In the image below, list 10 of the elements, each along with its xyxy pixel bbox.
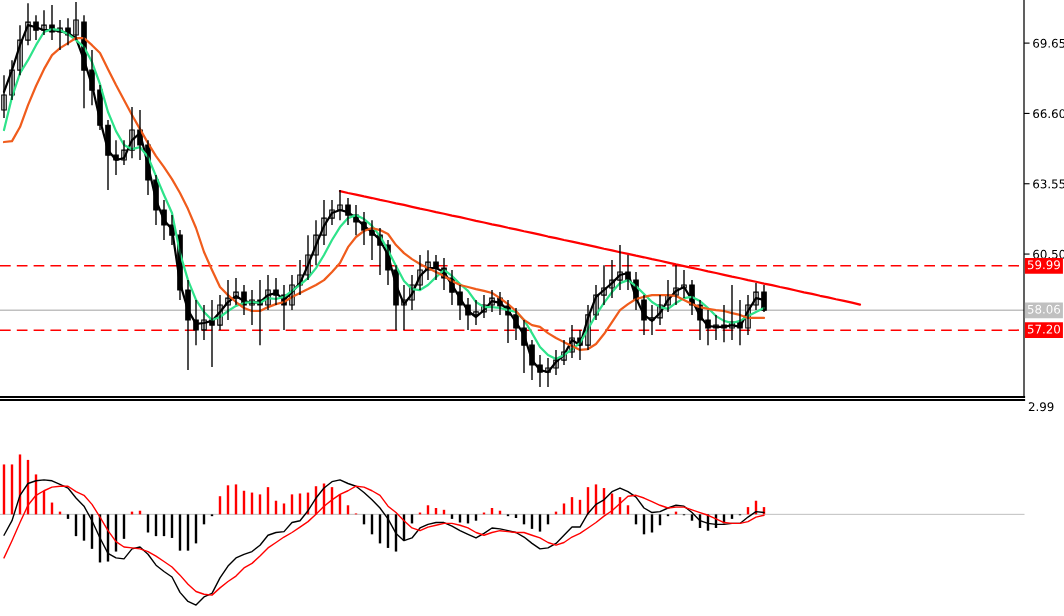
bar [474,514,478,521]
ref-line-label: 57.20 [1027,324,1061,334]
bar [730,514,734,519]
bar [458,514,462,523]
ref-line-label: 59.99 [1027,260,1060,270]
ref-line-label: 58.06 [1027,304,1061,314]
bar [450,514,454,519]
bar [66,514,70,519]
bar [690,514,694,521]
text: 2.99 [1028,402,1054,412]
